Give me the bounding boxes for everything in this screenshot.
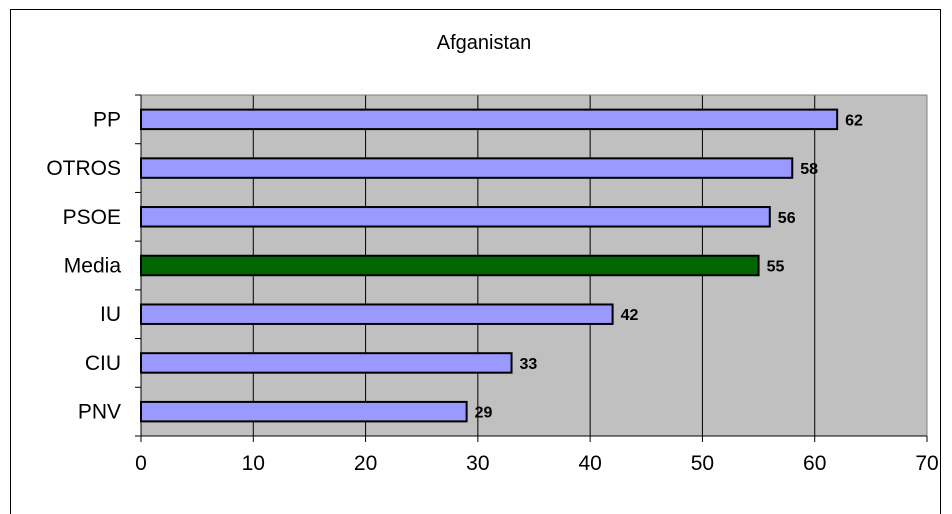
labels: 0 10 20 30 40 50 60 70 PP 62 OTROS 58 PSOE 56 Media 55 I… [46, 108, 938, 475]
category-label-media: Media [64, 255, 122, 278]
category-label-ciu: CIU [85, 352, 121, 375]
bar-iu [140, 303, 614, 325]
category-label-pnv: PNV [78, 401, 121, 424]
bar-media [140, 254, 760, 277]
bar-otros [140, 157, 794, 179]
category-label-pp: PP [93, 108, 121, 131]
x-tick-label-30: 30 [466, 452, 489, 475]
bar-ciu [140, 352, 513, 374]
x-tick-label-10: 10 [242, 452, 265, 475]
data-label-otros: 58 [800, 161, 818, 178]
category-label-iu: IU [100, 303, 121, 326]
data-label-media: 55 [767, 259, 785, 276]
category-label-psoe: PSOE [63, 206, 121, 229]
x-tick-label-50: 50 [691, 452, 714, 475]
data-label-iu: 42 [621, 307, 639, 324]
x-tick-label-70: 70 [915, 452, 938, 475]
bars [140, 108, 839, 423]
bar-pp [140, 108, 839, 131]
data-label-pp: 62 [845, 112, 863, 129]
x-tick-label-0: 0 [135, 452, 147, 475]
x-tick-label-20: 20 [354, 452, 377, 475]
data-label-psoe: 56 [778, 210, 796, 227]
bar-pnv [140, 400, 468, 423]
category-label-otros: OTROS [46, 157, 121, 180]
x-tick-label-40: 40 [578, 452, 601, 475]
data-label-ciu: 33 [520, 356, 538, 373]
data-label-pnv: 29 [475, 405, 493, 422]
x-tick-label-60: 60 [803, 452, 826, 475]
bar-psoe [140, 206, 771, 228]
axes [135, 94, 928, 442]
chart-title: Afganistan [437, 32, 532, 54]
